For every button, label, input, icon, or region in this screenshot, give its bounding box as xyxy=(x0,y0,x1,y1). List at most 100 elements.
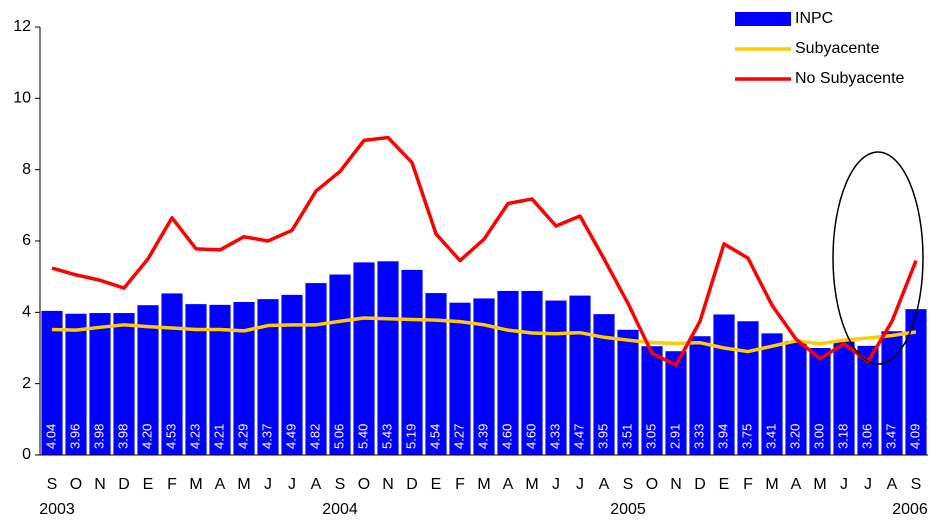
value-label: 4.60 xyxy=(523,424,538,449)
value-label: 3.33 xyxy=(691,424,706,449)
year-label: 2005 xyxy=(610,501,646,518)
bar xyxy=(353,262,375,455)
bar xyxy=(809,348,831,455)
value-label: 5.43 xyxy=(379,424,394,449)
x-tick-label: A xyxy=(887,476,898,493)
bar xyxy=(449,302,471,455)
bar xyxy=(257,299,279,455)
y-tick-label: 2 xyxy=(22,375,31,392)
value-label: 3.51 xyxy=(619,424,634,449)
value-label: 4.47 xyxy=(571,424,586,449)
highlight-ellipse xyxy=(832,151,924,365)
line xyxy=(51,316,917,354)
year-label: 2006 xyxy=(892,501,928,518)
value-label: 4.29 xyxy=(235,424,250,449)
x-tick-label: E xyxy=(143,476,154,493)
x-tick-label: J xyxy=(576,476,584,493)
legend-label: Subyacente xyxy=(795,40,880,57)
y-tick-label: 12 xyxy=(13,18,31,35)
x-tick-label: A xyxy=(311,476,322,493)
x-tick-label: S xyxy=(335,476,346,493)
x-tick-label: F xyxy=(455,476,465,493)
value-label: 3.98 xyxy=(91,424,106,449)
x-tick-label: A xyxy=(215,476,226,493)
bar xyxy=(617,329,639,455)
value-label: 4.49 xyxy=(283,424,298,449)
bar xyxy=(161,293,183,455)
value-label: 4.60 xyxy=(499,424,514,449)
bar xyxy=(425,293,447,455)
value-label: 5.06 xyxy=(331,424,346,449)
value-label: 3.75 xyxy=(739,424,754,449)
bar xyxy=(113,313,135,455)
line xyxy=(51,135,918,367)
x-tick-label: O xyxy=(70,476,82,493)
value-label: 3.18 xyxy=(835,424,850,449)
value-label: 3.47 xyxy=(883,424,898,449)
value-label: 3.98 xyxy=(115,424,130,449)
y-tick-label: 4 xyxy=(22,304,31,321)
bar xyxy=(833,341,855,455)
x-tick-label: N xyxy=(94,476,106,493)
year-label: 2004 xyxy=(322,501,358,518)
bar xyxy=(689,336,711,455)
bar xyxy=(65,313,87,455)
value-label: 3.20 xyxy=(787,424,802,449)
value-label: 4.82 xyxy=(307,424,322,449)
bar xyxy=(281,294,303,455)
bar xyxy=(641,346,663,455)
x-tick-label: M xyxy=(813,476,826,493)
x-tick-label: M xyxy=(765,476,778,493)
value-label: 4.53 xyxy=(163,424,178,449)
value-label: 3.95 xyxy=(595,424,610,449)
legend-label: No Subyacente xyxy=(795,70,905,87)
x-tick-label: O xyxy=(646,476,658,493)
bar xyxy=(857,345,879,455)
y-tick-label: 10 xyxy=(13,90,31,107)
x-tick-label: M xyxy=(525,476,538,493)
x-tick-label: D xyxy=(406,476,418,493)
bar xyxy=(737,321,759,455)
value-label: 4.33 xyxy=(547,424,562,449)
bar xyxy=(545,300,567,455)
x-tick-label: A xyxy=(791,476,802,493)
y-tick-label: 6 xyxy=(22,232,31,249)
value-label: 4.54 xyxy=(427,424,442,449)
x-tick-label: M xyxy=(477,476,490,493)
x-tick-label: N xyxy=(670,476,682,493)
bar xyxy=(209,304,231,455)
x-tick-label: M xyxy=(237,476,250,493)
value-label: 5.19 xyxy=(403,424,418,449)
x-tick-label: S xyxy=(623,476,634,493)
x-tick-label: F xyxy=(743,476,753,493)
x-tick-label: S xyxy=(911,476,922,493)
bar xyxy=(905,309,927,455)
x-tick-label: J xyxy=(552,476,560,493)
value-label: 4.27 xyxy=(451,424,466,449)
bar xyxy=(593,314,615,455)
x-tick-label: S xyxy=(47,476,58,493)
bar xyxy=(185,304,207,455)
x-tick-label: J xyxy=(264,476,272,493)
y-tick-label: 8 xyxy=(22,161,31,178)
x-tick-label: A xyxy=(599,476,610,493)
x-tick-label: E xyxy=(431,476,442,493)
value-label: 3.96 xyxy=(67,424,82,449)
value-label: 3.94 xyxy=(715,424,730,449)
value-label: 4.09 xyxy=(907,424,922,449)
bar xyxy=(473,298,495,455)
value-label: 4.23 xyxy=(187,424,202,449)
value-label: 3.05 xyxy=(643,424,658,449)
bar xyxy=(233,301,255,455)
bar xyxy=(377,261,399,455)
value-label: 4.04 xyxy=(43,424,58,449)
x-tick-label: J xyxy=(840,476,848,493)
x-tick-label: J xyxy=(864,476,872,493)
bar xyxy=(89,313,111,455)
x-tick-label: D xyxy=(118,476,130,493)
value-label: 4.37 xyxy=(259,424,274,449)
value-label: 3.06 xyxy=(859,424,874,449)
x-tick-label: F xyxy=(167,476,177,493)
bar xyxy=(665,351,687,455)
